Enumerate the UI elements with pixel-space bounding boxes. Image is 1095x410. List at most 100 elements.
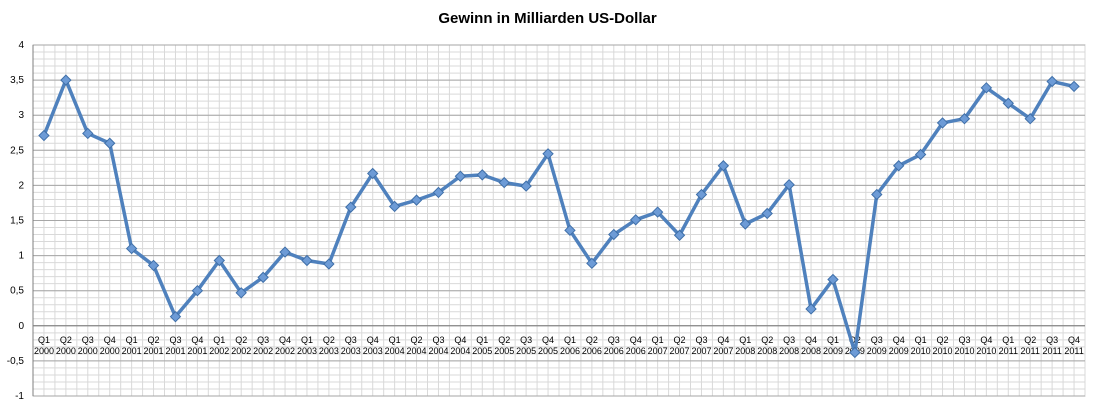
y-tick-label: -0,5: [7, 356, 25, 367]
x-tick-quarter-label: Q2: [674, 335, 686, 345]
data-point-marker: [235, 287, 247, 299]
x-tick-quarter-label: Q1: [126, 335, 138, 345]
data-point-marker: [257, 271, 269, 284]
x-tick-year-label: 2009: [867, 346, 887, 356]
y-tick-label: 3,5: [10, 75, 24, 86]
data-point-marker: [454, 170, 467, 182]
x-tick-year-label: 2006: [560, 346, 580, 356]
x-tick-year-label: 2007: [691, 346, 711, 356]
x-tick-year-label: 2002: [253, 346, 273, 356]
x-tick-year-label: 2007: [713, 346, 733, 356]
data-point-marker: [476, 169, 488, 181]
x-tick-quarter-label: Q4: [191, 335, 203, 345]
x-tick-quarter-label: Q2: [235, 335, 247, 345]
x-tick-year-label: 2004: [407, 346, 427, 356]
x-tick-year-label: 2010: [976, 346, 996, 356]
x-tick-year-label: 2000: [56, 346, 76, 356]
data-point-marker: [893, 160, 905, 172]
x-tick-quarter-label: Q3: [871, 335, 883, 345]
data-point-marker: [520, 180, 532, 192]
x-tick-quarter-label: Q3: [695, 335, 707, 345]
x-tick-year-label: 2011: [1064, 346, 1083, 356]
x-tick-year-label: 2002: [231, 346, 251, 356]
x-tick-quarter-label: Q4: [1068, 335, 1080, 345]
data-point-marker: [191, 284, 204, 297]
data-point-marker: [169, 310, 182, 323]
x-tick-quarter-label: Q2: [498, 335, 510, 345]
x-tick-year-label: 2008: [757, 346, 777, 356]
x-tick-quarter-label: Q1: [652, 335, 664, 345]
x-tick-quarter-label: Q1: [564, 335, 576, 345]
x-tick-quarter-label: Q4: [980, 335, 992, 345]
x-tick-year-label: 2005: [494, 346, 514, 356]
data-point-marker: [1024, 113, 1036, 125]
x-tick-year-label: 2010: [954, 346, 974, 356]
x-tick-year-label: 2001: [187, 346, 207, 356]
x-tick-year-label: 2010: [911, 346, 931, 356]
x-tick-quarter-label: Q4: [542, 335, 554, 345]
x-tick-quarter-label: Q3: [1046, 335, 1058, 345]
y-tick-label: 1,5: [10, 216, 24, 227]
data-point-marker: [695, 188, 708, 201]
data-point-marker: [739, 218, 751, 230]
y-tick-label: 1: [18, 251, 24, 262]
x-tick-year-label: 2003: [341, 346, 361, 356]
data-point-marker: [147, 259, 160, 272]
x-tick-quarter-label: Q1: [301, 335, 313, 345]
data-point-marker: [608, 228, 620, 241]
x-tick-year-label: 2001: [144, 346, 164, 356]
x-tick-year-label: 2003: [363, 346, 383, 356]
x-tick-quarter-label: Q2: [411, 335, 423, 345]
x-tick-year-label: 2000: [34, 346, 54, 356]
data-point-marker: [761, 207, 773, 220]
y-tick-label: 0,5: [10, 286, 24, 297]
data-point-marker: [542, 148, 554, 160]
x-tick-quarter-label: Q1: [915, 335, 927, 345]
data-point-marker: [630, 214, 642, 226]
data-point-marker: [805, 303, 817, 315]
x-tick-year-label: 2002: [209, 346, 229, 356]
x-tick-quarter-label: Q4: [104, 335, 116, 345]
data-point-marker: [564, 224, 576, 237]
x-tick-year-label: 2011: [1042, 346, 1061, 356]
data-point-marker: [498, 176, 510, 189]
data-point-marker: [104, 137, 116, 149]
x-tick-year-label: 2010: [933, 346, 953, 356]
x-tick-year-label: 2000: [78, 346, 98, 356]
x-tick-year-label: 2007: [670, 346, 690, 356]
x-tick-quarter-label: Q1: [389, 335, 401, 345]
data-point-marker: [783, 178, 795, 191]
x-tick-quarter-label: Q2: [148, 335, 160, 345]
data-point-marker: [367, 167, 379, 180]
x-tick-quarter-label: Q2: [761, 335, 773, 345]
x-tick-year-label: 2011: [999, 346, 1018, 356]
x-tick-year-label: 2003: [319, 346, 339, 356]
x-tick-quarter-label: Q1: [739, 335, 751, 345]
x-tick-quarter-label: Q2: [323, 335, 335, 345]
data-point-marker: [38, 129, 50, 142]
x-tick-year-label: 2001: [165, 346, 185, 356]
x-tick-quarter-label: Q4: [717, 335, 729, 345]
y-tick-label: 4: [18, 40, 24, 51]
data-point-marker: [958, 113, 971, 125]
x-tick-year-label: 2006: [604, 346, 624, 356]
x-tick-quarter-label: Q3: [257, 335, 269, 345]
data-point-marker: [345, 201, 357, 213]
x-tick-quarter-label: Q2: [1024, 335, 1036, 345]
x-tick-quarter-label: Q4: [367, 335, 379, 345]
x-tick-quarter-label: Q3: [345, 335, 357, 345]
x-tick-quarter-label: Q4: [893, 335, 905, 345]
chart-title: Gewinn in Milliarden US-Dollar: [438, 10, 657, 27]
x-tick-year-label: 2004: [385, 346, 405, 356]
x-tick-year-label: 2003: [297, 346, 317, 356]
x-tick-year-label: 2011: [1021, 346, 1040, 356]
data-point-marker: [301, 254, 313, 267]
data-point-marker: [213, 254, 225, 267]
x-tick-quarter-label: Q3: [520, 335, 532, 345]
x-tick-year-label: 2004: [450, 346, 470, 356]
x-tick-quarter-label: Q2: [937, 335, 949, 345]
x-tick-year-label: 2000: [100, 346, 120, 356]
y-tick-label: -1: [15, 391, 24, 402]
y-tick-label: 2,5: [10, 145, 24, 156]
